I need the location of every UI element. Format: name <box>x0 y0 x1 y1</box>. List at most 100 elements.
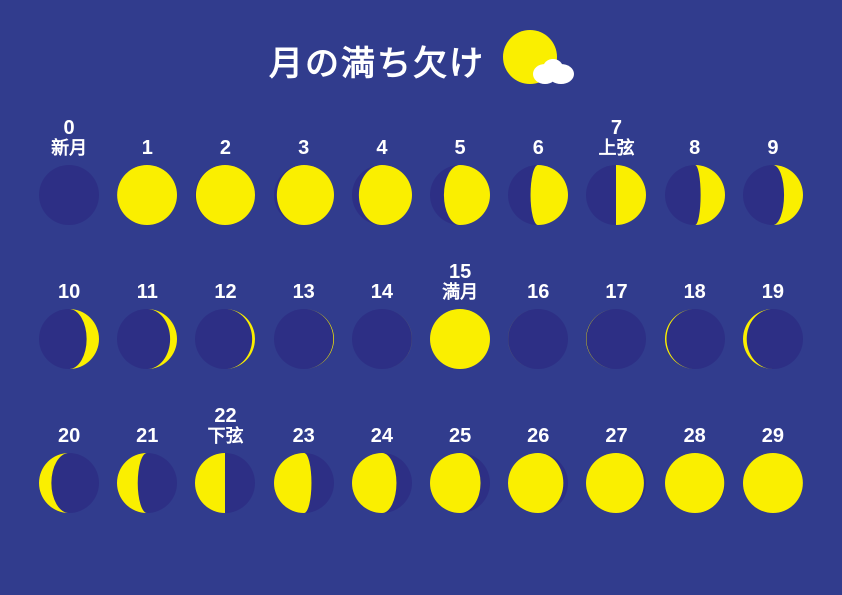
phase-labels: 4 <box>376 115 387 159</box>
day-number: 9 <box>767 137 778 159</box>
moon-phase-icon <box>665 453 725 513</box>
phase-labels: 6 <box>533 115 544 159</box>
moon-phase-icon <box>352 165 412 225</box>
phase-labels: 15満月 <box>442 259 478 303</box>
phase-cell: 8 <box>662 115 728 225</box>
phase-cell: 11 <box>114 259 180 369</box>
phase-labels: 13 <box>293 259 315 303</box>
day-number: 8 <box>689 137 700 159</box>
day-number: 22 <box>214 405 236 427</box>
phase-cell: 14 <box>349 259 415 369</box>
page-title: 月の満ち欠け <box>269 36 485 85</box>
phase-labels: 9 <box>767 115 778 159</box>
phase-cell: 10 <box>36 259 102 369</box>
day-number: 12 <box>214 281 236 303</box>
moon-phase-icon <box>39 309 99 369</box>
moon-phase-icon <box>508 309 568 369</box>
phase-cell: 24 <box>349 403 415 513</box>
phase-cell: 20 <box>36 403 102 513</box>
day-number: 4 <box>376 137 387 159</box>
moon-phase-icon <box>586 165 646 225</box>
moon-phase-icon <box>274 165 334 225</box>
moon-phase-icon <box>117 165 177 225</box>
phase-cell: 0新月 <box>36 115 102 225</box>
phase-cell: 2 <box>192 115 258 225</box>
moon-phase-icon <box>430 165 490 225</box>
phase-labels: 0新月 <box>51 115 87 159</box>
day-number: 2 <box>220 137 231 159</box>
phase-cell: 27 <box>583 403 649 513</box>
phase-cell: 17 <box>583 259 649 369</box>
phase-cell: 1 <box>114 115 180 225</box>
moon-phase-icon <box>274 453 334 513</box>
day-number: 24 <box>371 425 393 447</box>
moon-phase-icon <box>665 165 725 225</box>
phase-cell: 22下弦 <box>192 403 258 513</box>
phase-grid: 0新月 1 2 3 4 5 6 7上弦 8 9 10 11 12 13 <box>30 115 812 513</box>
phase-cell: 28 <box>662 403 728 513</box>
day-number: 21 <box>136 425 158 447</box>
phase-name: 上弦 <box>598 139 634 159</box>
moon-phase-icon <box>39 453 99 513</box>
phase-cell: 12 <box>192 259 258 369</box>
day-number: 0 <box>64 117 75 139</box>
phase-cell: 4 <box>349 115 415 225</box>
moon-phase-icon <box>39 165 99 225</box>
moon-phase-diagram: 月の満ち欠け 0新月 1 2 3 4 5 6 7上弦 8 <box>0 0 842 595</box>
phase-labels: 5 <box>455 115 466 159</box>
phase-labels: 20 <box>58 403 80 447</box>
moon-phase-icon <box>195 165 255 225</box>
moon-phase-icon <box>195 453 255 513</box>
day-number: 27 <box>605 425 627 447</box>
phase-labels: 26 <box>527 403 549 447</box>
day-number: 10 <box>58 281 80 303</box>
phase-labels: 7上弦 <box>598 115 634 159</box>
phase-labels: 22下弦 <box>207 403 243 447</box>
day-number: 29 <box>762 425 784 447</box>
day-number: 23 <box>293 425 315 447</box>
phase-cell: 15満月 <box>427 259 493 369</box>
cloud-icon <box>531 58 575 84</box>
day-number: 11 <box>137 281 158 303</box>
phase-labels: 10 <box>58 259 80 303</box>
day-number: 28 <box>684 425 706 447</box>
phase-cell: 21 <box>114 403 180 513</box>
phase-labels: 1 <box>142 115 153 159</box>
phase-labels: 28 <box>684 403 706 447</box>
moon-phase-icon <box>430 453 490 513</box>
moon-phase-icon <box>586 309 646 369</box>
phase-labels: 27 <box>605 403 627 447</box>
phase-cell: 16 <box>505 259 571 369</box>
moon-phase-icon <box>743 165 803 225</box>
phase-cell: 5 <box>427 115 493 225</box>
day-number: 3 <box>298 137 309 159</box>
moon-phase-icon <box>195 309 255 369</box>
day-number: 14 <box>371 281 393 303</box>
day-number: 19 <box>762 281 784 303</box>
moon-phase-icon <box>117 309 177 369</box>
day-number: 1 <box>142 137 153 159</box>
moon-phase-icon <box>665 309 725 369</box>
moon-phase-icon <box>274 309 334 369</box>
phase-labels: 14 <box>371 259 393 303</box>
phase-cell: 9 <box>740 115 806 225</box>
header-icon <box>503 30 573 90</box>
phase-cell: 18 <box>662 259 728 369</box>
header: 月の満ち欠け <box>30 30 812 90</box>
phase-name: 新月 <box>51 139 87 159</box>
phase-labels: 2 <box>220 115 231 159</box>
phase-labels: 8 <box>689 115 700 159</box>
day-number: 18 <box>684 281 706 303</box>
phase-labels: 24 <box>371 403 393 447</box>
phase-name: 満月 <box>442 283 478 303</box>
day-number: 20 <box>58 425 80 447</box>
moon-phase-icon <box>508 453 568 513</box>
phase-labels: 18 <box>684 259 706 303</box>
phase-cell: 19 <box>740 259 806 369</box>
day-number: 15 <box>449 261 471 283</box>
day-number: 25 <box>449 425 471 447</box>
day-number: 13 <box>293 281 315 303</box>
phase-cell: 23 <box>271 403 337 513</box>
phase-labels: 11 <box>137 259 158 303</box>
moon-phase-icon <box>352 453 412 513</box>
